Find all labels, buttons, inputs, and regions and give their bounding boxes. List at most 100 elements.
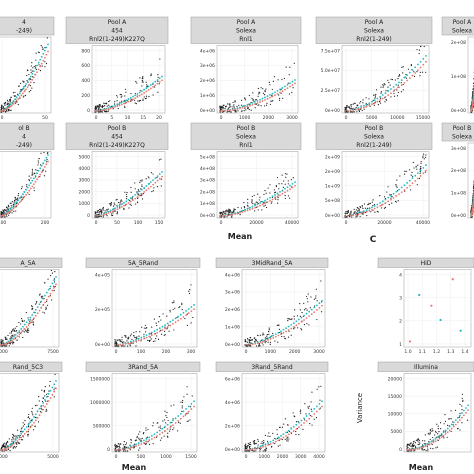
y-tick-label: 0e+00 xyxy=(95,342,110,348)
facet-strip xyxy=(441,16,474,36)
data-point xyxy=(387,79,389,81)
fit-red-point xyxy=(132,98,134,101)
data-point xyxy=(424,434,426,436)
fit-red-point xyxy=(360,107,363,110)
data-point xyxy=(278,324,280,326)
data-point xyxy=(430,304,433,307)
data-point xyxy=(37,162,40,164)
data-point xyxy=(116,198,118,201)
data-point xyxy=(287,424,289,426)
fit-teal-point xyxy=(134,193,137,196)
data-point xyxy=(95,214,97,216)
fit-red-point xyxy=(436,439,439,441)
data-point xyxy=(160,158,162,160)
data-point xyxy=(48,390,50,392)
fit-teal-point xyxy=(406,74,408,77)
data-point xyxy=(358,209,360,211)
facet-panel: Rand_5C320005000 xyxy=(0,361,63,460)
data-point xyxy=(252,450,254,452)
fit-teal-point xyxy=(37,61,40,64)
data-point xyxy=(8,206,10,208)
data-point xyxy=(240,207,243,209)
data-point xyxy=(11,341,13,343)
data-point xyxy=(181,302,183,304)
fit-red-point xyxy=(28,83,31,86)
y-tick-label: 2e+06 xyxy=(200,78,215,84)
fit-teal-point xyxy=(34,67,37,70)
data-point xyxy=(250,443,252,446)
data-point xyxy=(272,332,274,335)
data-point xyxy=(53,289,55,292)
data-point xyxy=(251,195,253,198)
data-point xyxy=(282,97,284,99)
fit-red-point xyxy=(9,105,12,108)
data-point xyxy=(22,320,24,322)
data-point xyxy=(387,86,389,88)
fit-red-point xyxy=(349,214,352,217)
fit-red-point xyxy=(114,209,116,212)
fit-red-point xyxy=(259,101,261,103)
data-point xyxy=(134,182,136,184)
data-point xyxy=(299,315,301,317)
fit-red-point xyxy=(9,210,12,213)
fit-red-point xyxy=(274,440,277,443)
x-tick-label: 1000 xyxy=(239,115,251,121)
y-tick-label: 2 xyxy=(399,319,402,325)
fit-red-point xyxy=(31,424,34,427)
data-point xyxy=(281,335,283,338)
fit-teal-point xyxy=(161,75,163,78)
data-point xyxy=(134,92,136,95)
data-point xyxy=(34,416,36,419)
data-point xyxy=(18,85,20,87)
data-point xyxy=(153,187,155,189)
data-point xyxy=(118,448,120,450)
data-point xyxy=(296,315,299,317)
fit-teal-point xyxy=(411,177,414,180)
fit-red-point xyxy=(1,214,4,217)
data-point xyxy=(10,205,12,207)
fit-teal-point xyxy=(287,325,290,328)
facet-strip-label: Solexa xyxy=(452,28,472,35)
fit-red-point xyxy=(55,283,57,286)
data-point xyxy=(247,205,249,207)
data-point xyxy=(0,214,2,216)
fit-teal-point xyxy=(308,310,311,313)
data-point xyxy=(117,107,119,110)
fit-red-point xyxy=(0,449,2,451)
data-point xyxy=(23,331,25,333)
data-point xyxy=(3,210,5,212)
data-point xyxy=(139,181,141,184)
data-point xyxy=(167,436,169,438)
fit-red-point xyxy=(120,103,123,106)
fit-red-point xyxy=(154,181,157,184)
fit-teal-point xyxy=(138,190,141,193)
fit-red-point xyxy=(111,210,114,213)
fit-teal-point xyxy=(55,380,57,382)
fit-red-point xyxy=(22,434,24,437)
fit-teal-point xyxy=(141,188,143,191)
data-point xyxy=(95,109,97,111)
data-point xyxy=(362,102,364,104)
data-point xyxy=(348,106,350,108)
data-point xyxy=(14,447,16,449)
data-point xyxy=(387,186,389,188)
fit-red-point xyxy=(368,104,371,107)
fit-red-point xyxy=(116,343,119,346)
data-point xyxy=(306,298,308,300)
data-point xyxy=(374,96,377,98)
fit-teal-point xyxy=(179,412,182,415)
data-point xyxy=(263,334,265,336)
data-point xyxy=(265,192,267,194)
data-point xyxy=(374,94,376,96)
fit-red-point xyxy=(371,208,373,211)
data-point xyxy=(131,198,133,200)
data-point xyxy=(121,341,123,343)
x-tick-label: 5000 xyxy=(47,454,59,460)
data-point xyxy=(459,403,461,406)
data-point xyxy=(139,431,141,433)
x-tick-label: 0 xyxy=(220,115,223,121)
data-point xyxy=(3,211,5,213)
data-point xyxy=(288,93,290,95)
data-point xyxy=(9,337,11,340)
